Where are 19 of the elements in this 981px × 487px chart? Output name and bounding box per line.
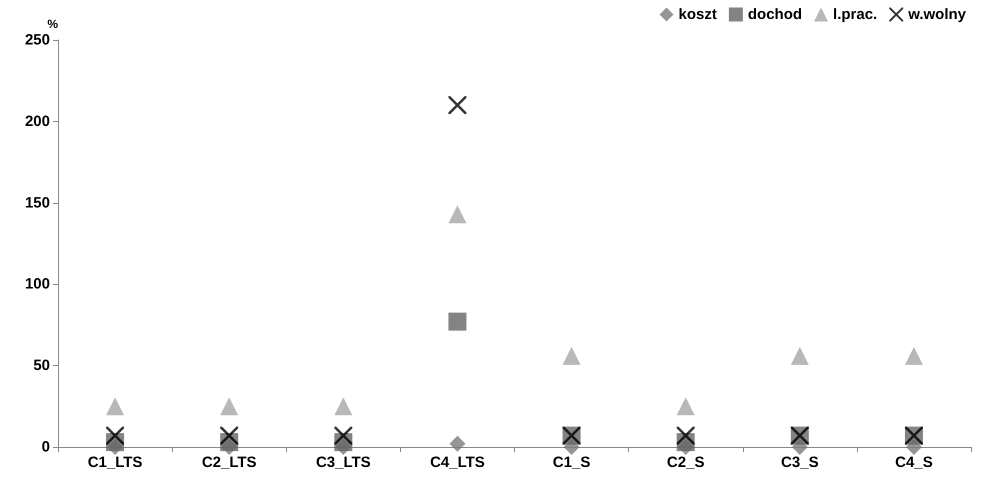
x-tick-label: C4_LTS bbox=[430, 454, 485, 471]
y-tick-label: 100 bbox=[24, 276, 50, 293]
x-tick-label: C2_LTS bbox=[202, 454, 257, 471]
y-tick-label: 0 bbox=[42, 438, 50, 456]
x-tick-label: C4_S bbox=[895, 454, 933, 471]
x-tick-label: C3_S bbox=[781, 454, 819, 471]
legend-label: dochod bbox=[748, 6, 802, 23]
legend-label: koszt bbox=[678, 6, 717, 23]
y-tick-label: 200 bbox=[24, 112, 50, 130]
x-tick-label: C2_S bbox=[666, 454, 704, 471]
y-axis-title: % bbox=[47, 17, 58, 31]
y-tick-label: 150 bbox=[24, 194, 50, 212]
x-tick-label: C1_LTS bbox=[88, 454, 142, 471]
x-tick-label: C1_S bbox=[552, 454, 590, 471]
legend-label: w.wolny bbox=[907, 6, 967, 23]
x-tick-label: C3_LTS bbox=[316, 454, 371, 471]
y-tick-label: 50 bbox=[33, 357, 50, 374]
y-tick-label: 250 bbox=[24, 32, 50, 48]
legend-label: l.prac. bbox=[833, 6, 878, 23]
